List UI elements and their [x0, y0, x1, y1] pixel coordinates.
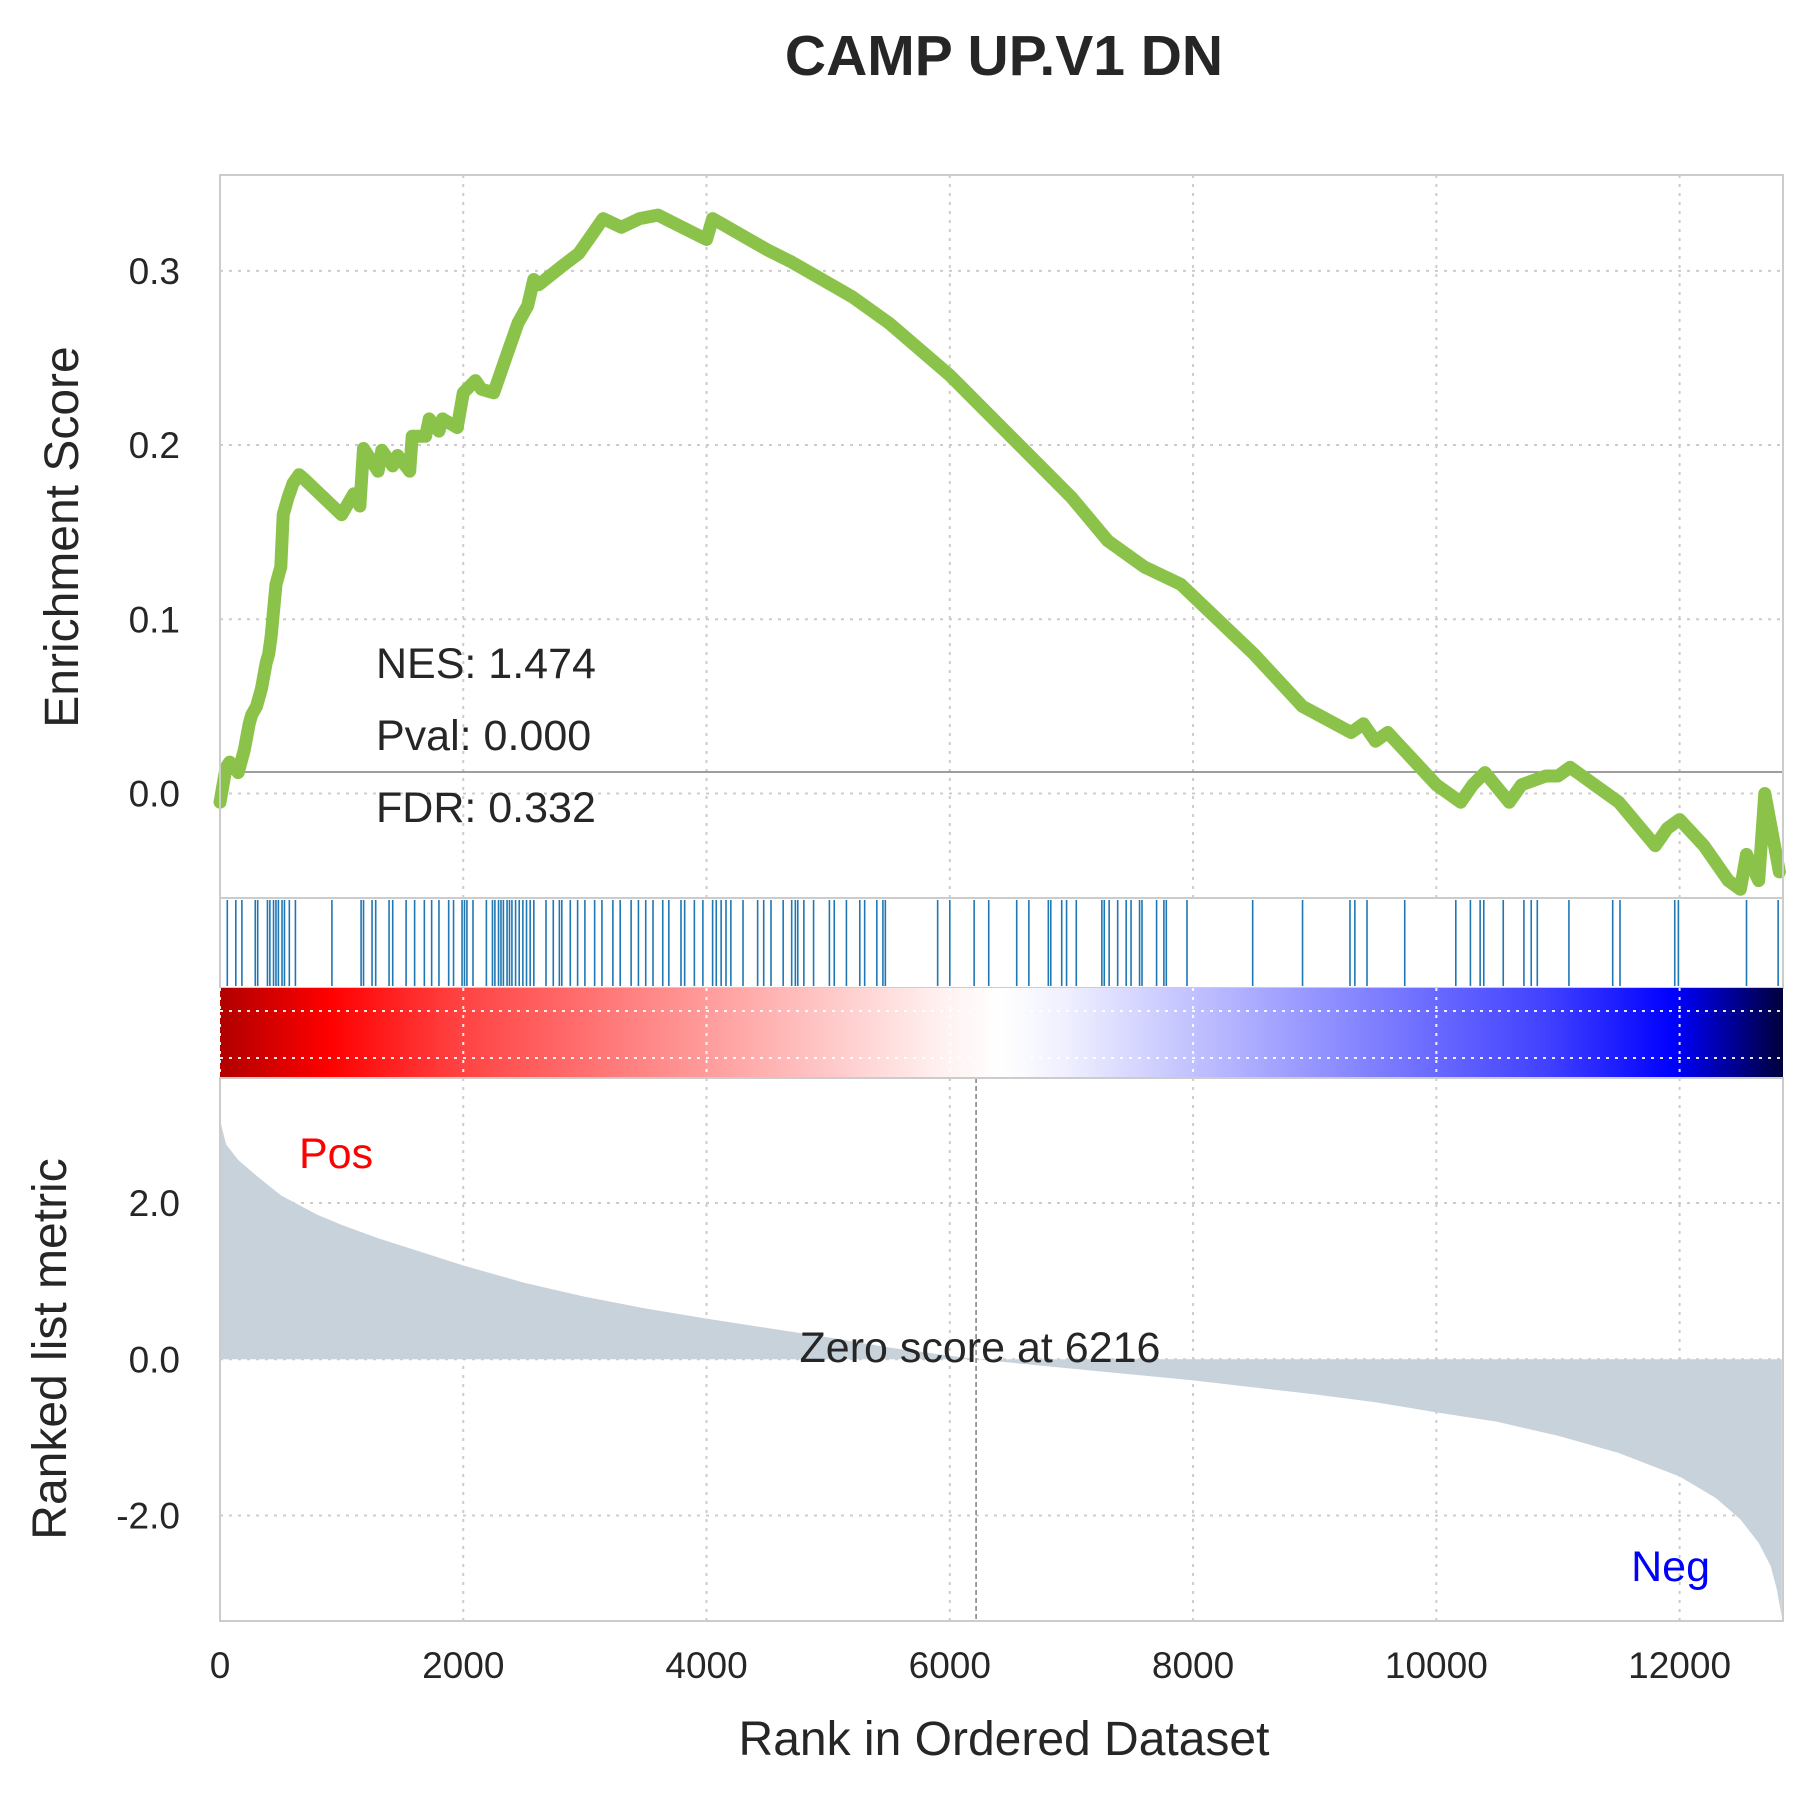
x-axis: 0 2000 4000 6000 8000 10000 12000 Rank in Orde…	[210, 1645, 1731, 1766]
enrichment-score-line	[213, 208, 1786, 896]
ranked-y-ticks: -2.0 0.0 2.0	[116, 1183, 180, 1537]
hit-frame	[219, 897, 1784, 989]
chart-title: CAMP UP.V1 DN	[785, 24, 1223, 88]
color-band-grid	[219, 988, 1783, 1078]
enrichment-y-tick-label: 0.3	[129, 251, 180, 292]
x-tick-label: 10000	[1385, 1645, 1488, 1686]
enrichment-y-label: Enrichment Score	[36, 346, 89, 728]
nes-label: NES: 1.474	[376, 640, 596, 688]
ranked-y-label: Ranked list metric	[24, 1158, 77, 1539]
enrichment-y-ticks: 0.0 0.1 0.2 0.3	[129, 251, 180, 815]
rank-color-gradient	[220, 988, 1783, 1078]
pos-label: Pos	[299, 1130, 373, 1178]
rank-color-band	[219, 988, 1783, 1078]
ranked-metric-panel: -2.0 0.0 2.0 Ranked list metric Pos Neg Ze…	[24, 1077, 1784, 1622]
ranked-metric-area	[220, 1101, 1782, 1618]
x-tick-label: 8000	[1152, 1645, 1234, 1686]
enrichment-score-panel: 0.0 0.1 0.2 0.3 Enrichment Score NES: 1.474…	[36, 174, 1786, 899]
x-tick-label: 6000	[909, 1645, 991, 1686]
fdr-label: FDR: 0.332	[376, 784, 596, 832]
x-tick-label: 12000	[1628, 1645, 1731, 1686]
x-tick-label: 4000	[665, 1645, 747, 1686]
gene-hit-lines	[226, 900, 1779, 986]
x-axis-label: Rank in Ordered Dataset	[739, 1713, 1270, 1766]
ranked-y-tick-label: 2.0	[129, 1183, 180, 1224]
pval-label: Pval: 0.000	[376, 712, 591, 760]
x-tick-labels: 0 2000 4000 6000 8000 10000 12000	[210, 1645, 1731, 1686]
enrichment-y-tick-label: 0.1	[129, 599, 180, 640]
zero-score-label: Zero score at 6216	[800, 1324, 1161, 1372]
gene-hit-panel	[219, 897, 1784, 989]
enrichment-y-tick-label: 0.0	[129, 773, 180, 814]
ranked-y-tick-label: -2.0	[116, 1496, 180, 1537]
ranked-y-tick-label: 0.0	[129, 1339, 180, 1380]
x-tick-label: 2000	[422, 1645, 504, 1686]
enrichment-y-tick-label: 0.2	[129, 425, 180, 466]
neg-label: Neg	[1631, 1543, 1710, 1591]
x-tick-label: 0	[210, 1645, 231, 1686]
ranked-frame	[219, 1077, 1784, 1622]
